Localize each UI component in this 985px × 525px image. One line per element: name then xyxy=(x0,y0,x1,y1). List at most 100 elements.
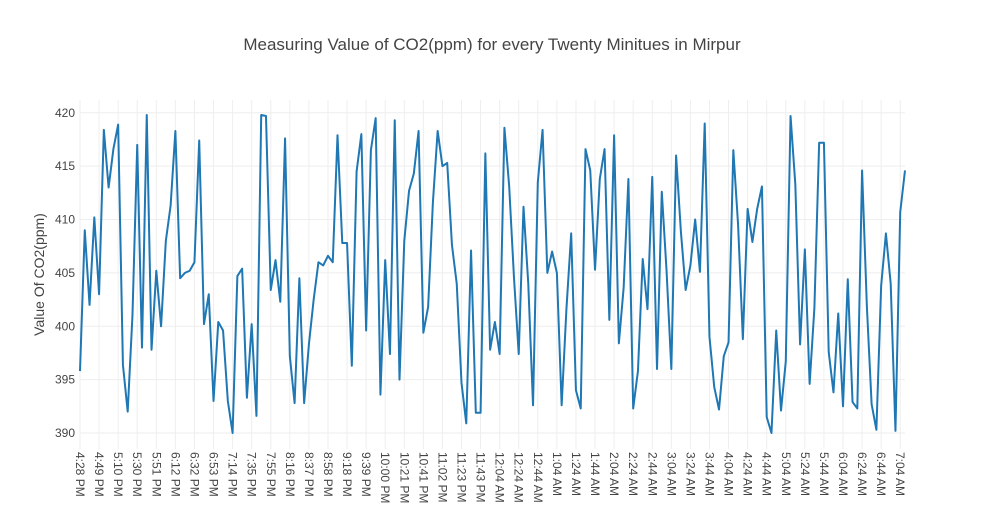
data-point xyxy=(135,143,139,147)
y-tick-label: 410 xyxy=(55,213,75,227)
x-tick-label: 4:49 PM xyxy=(92,452,106,497)
data-point xyxy=(741,337,745,341)
data-point xyxy=(212,399,216,403)
data-point xyxy=(340,241,344,245)
data-point xyxy=(92,215,96,219)
data-point xyxy=(312,298,316,302)
data-point xyxy=(712,385,716,389)
data-point xyxy=(483,151,487,155)
x-tick-label: 12:24 AM xyxy=(512,452,526,503)
data-point xyxy=(469,248,473,252)
data-point xyxy=(507,184,511,188)
data-point xyxy=(855,406,859,410)
x-tick-label: 5:51 PM xyxy=(149,452,163,497)
data-point xyxy=(521,205,525,209)
data-point xyxy=(102,128,106,132)
data-point xyxy=(727,340,731,344)
data-point xyxy=(874,428,878,432)
x-tick-label: 1:24 AM xyxy=(569,452,583,496)
data-point xyxy=(345,241,349,245)
x-tick-label: 8:16 PM xyxy=(283,452,297,497)
x-tick-label: 6:12 PM xyxy=(168,452,182,497)
data-point xyxy=(359,132,363,136)
data-point xyxy=(221,329,225,333)
data-point xyxy=(321,263,325,267)
data-point xyxy=(831,390,835,394)
data-point xyxy=(817,141,821,145)
data-point xyxy=(254,414,258,418)
y-axis-title: Value Of CO2(ppm) xyxy=(31,213,47,336)
x-tick-label: 11:43 PM xyxy=(474,452,488,502)
data-point xyxy=(550,250,554,254)
data-point xyxy=(316,260,320,264)
x-tick-label: 11:23 PM xyxy=(455,452,469,502)
data-point xyxy=(331,260,335,264)
data-point xyxy=(202,322,206,326)
data-point xyxy=(679,229,683,233)
data-point xyxy=(278,300,282,304)
data-point xyxy=(164,239,168,243)
x-tick-label: 3:44 AM xyxy=(702,452,716,496)
data-point xyxy=(531,403,535,407)
data-point xyxy=(645,307,649,311)
x-tick-label: 2:24 AM xyxy=(626,452,640,496)
data-point xyxy=(140,346,144,350)
co2-series-line xyxy=(79,113,906,434)
data-point xyxy=(269,288,273,292)
data-point xyxy=(417,129,421,133)
x-tick-label: 5:30 PM xyxy=(130,452,144,497)
x-tick-label: 2:04 AM xyxy=(607,452,621,496)
x-tick-label: 4:24 AM xyxy=(741,452,755,496)
x-tick-label: 6:53 PM xyxy=(207,452,221,497)
data-point xyxy=(827,350,831,354)
x-tick-label: 3:04 AM xyxy=(664,452,678,496)
x-tick-label: 12:04 AM xyxy=(493,452,507,503)
data-point xyxy=(879,284,883,288)
data-point xyxy=(121,363,125,367)
x-tick-label: 5:10 PM xyxy=(111,452,125,497)
data-point xyxy=(865,304,869,308)
data-point xyxy=(97,292,101,296)
data-point xyxy=(660,190,664,194)
x-tick-label: 5:44 AM xyxy=(817,452,831,496)
x-tick-label: 10:21 PM xyxy=(397,452,411,503)
data-point xyxy=(650,175,654,179)
x-tick-label: 5:04 AM xyxy=(779,452,793,496)
x-tick-label: 7:04 AM xyxy=(893,452,907,496)
data-point xyxy=(569,231,573,235)
x-tick-label: 6:04 AM xyxy=(836,452,850,496)
data-point xyxy=(870,402,874,406)
data-point xyxy=(250,322,254,326)
data-point xyxy=(822,141,826,145)
x-tick-label: 1:04 AM xyxy=(550,452,564,496)
data-point xyxy=(421,331,425,335)
data-point xyxy=(746,207,750,211)
data-point xyxy=(903,168,907,172)
data-point xyxy=(626,177,630,181)
data-point xyxy=(426,305,430,309)
data-point xyxy=(655,367,659,371)
data-point xyxy=(612,133,616,137)
data-point xyxy=(769,431,773,435)
data-point xyxy=(355,170,359,174)
x-axis-ticks: 4:28 PM 4:49 PM 5:10 PM 5:30 PM 5:51 PM 6:12 … xyxy=(73,452,907,503)
data-point xyxy=(207,292,211,296)
gridlines xyxy=(79,100,905,449)
data-point xyxy=(440,164,444,168)
data-point xyxy=(889,282,893,286)
data-point xyxy=(669,367,673,371)
data-point xyxy=(293,401,297,405)
data-point xyxy=(216,320,220,324)
y-axis-ticks: 390 395 400 405 410 415 420 xyxy=(55,106,75,440)
data-point xyxy=(264,114,268,118)
data-point xyxy=(526,282,530,286)
data-point xyxy=(245,396,249,400)
x-tick-label: 2:44 AM xyxy=(645,452,659,496)
y-tick-label: 415 xyxy=(55,159,75,173)
data-point xyxy=(665,269,669,273)
data-point xyxy=(588,168,592,172)
data-point xyxy=(851,400,855,404)
data-point xyxy=(183,271,187,275)
x-tick-label: 6:24 AM xyxy=(855,452,869,496)
